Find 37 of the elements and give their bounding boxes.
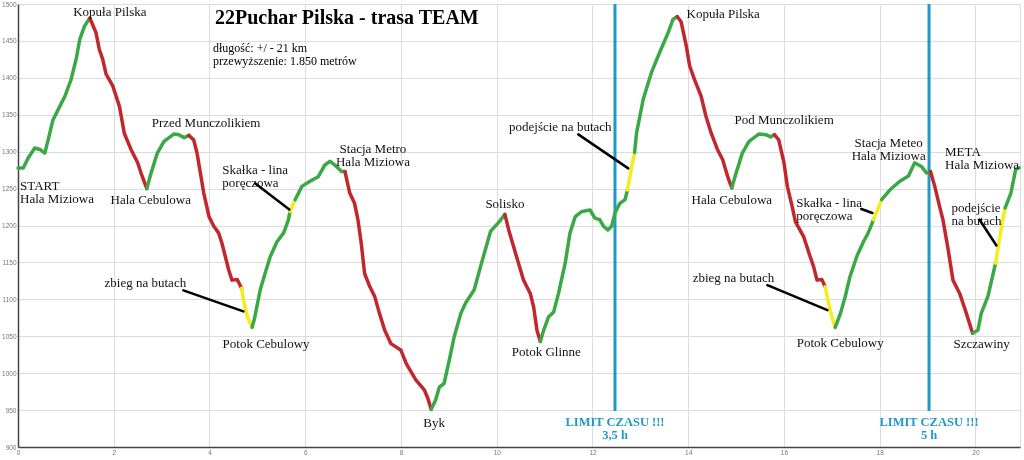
annotation: Potok Cebulowy bbox=[222, 336, 311, 352]
line-series bbox=[730, 132, 777, 190]
ref-line-label: LIMIT CZASU !!! 5 h bbox=[879, 415, 979, 442]
annotation: Stacja Meteo Hala Miziowa bbox=[851, 134, 926, 163]
line-series bbox=[429, 212, 507, 412]
line-series bbox=[250, 209, 292, 330]
annotation: zbieg na butach bbox=[104, 275, 187, 291]
line-series bbox=[823, 285, 837, 330]
line-series bbox=[343, 169, 433, 412]
annotation: Kopuła Pilska bbox=[686, 5, 761, 21]
line-series bbox=[970, 261, 998, 336]
text: długość: +/ - 21 km przewyższenie: 1.850 metrów bbox=[213, 41, 357, 68]
line-series bbox=[632, 14, 679, 155]
annotation: zbieg na butach bbox=[692, 270, 775, 286]
chart-title: 22Puchar Pilska - trasa TEAM bbox=[215, 6, 479, 28]
ref-line-label: LIMIT CZASU !!! 3,5 h bbox=[565, 415, 665, 442]
annotation: Byk bbox=[423, 415, 446, 431]
annotation: podejście na butach bbox=[509, 119, 613, 135]
annotation: Potok Glinne bbox=[511, 344, 582, 360]
annotation: Stacja Metro Hala Miziowa bbox=[335, 140, 411, 169]
annotation: Pod Munczolikiem bbox=[734, 111, 834, 127]
annotation: Kopuła Pilska bbox=[73, 4, 147, 20]
annotation: META Hala Miziowa bbox=[945, 143, 1020, 172]
annotation: Hala Cebulowa bbox=[110, 191, 192, 207]
line-series bbox=[503, 212, 543, 344]
annotation: Przed Munczolikiem bbox=[151, 114, 261, 130]
annotation: Skałka - lina poręczowa bbox=[796, 194, 863, 223]
line-series bbox=[239, 286, 254, 330]
annotation: podejście na butach bbox=[951, 199, 1003, 228]
line-series bbox=[145, 132, 191, 191]
annotation: Solisko bbox=[485, 196, 525, 212]
annotation: Szczawiny bbox=[953, 336, 1011, 352]
line-series bbox=[538, 188, 630, 344]
annotation: Potok Cebulowy bbox=[796, 335, 885, 351]
annotation: Hala Cebulowa bbox=[691, 191, 773, 207]
annotation: START Hala Miziowa bbox=[20, 178, 95, 207]
annotation: Skałka - lina poręczowa bbox=[222, 161, 289, 190]
